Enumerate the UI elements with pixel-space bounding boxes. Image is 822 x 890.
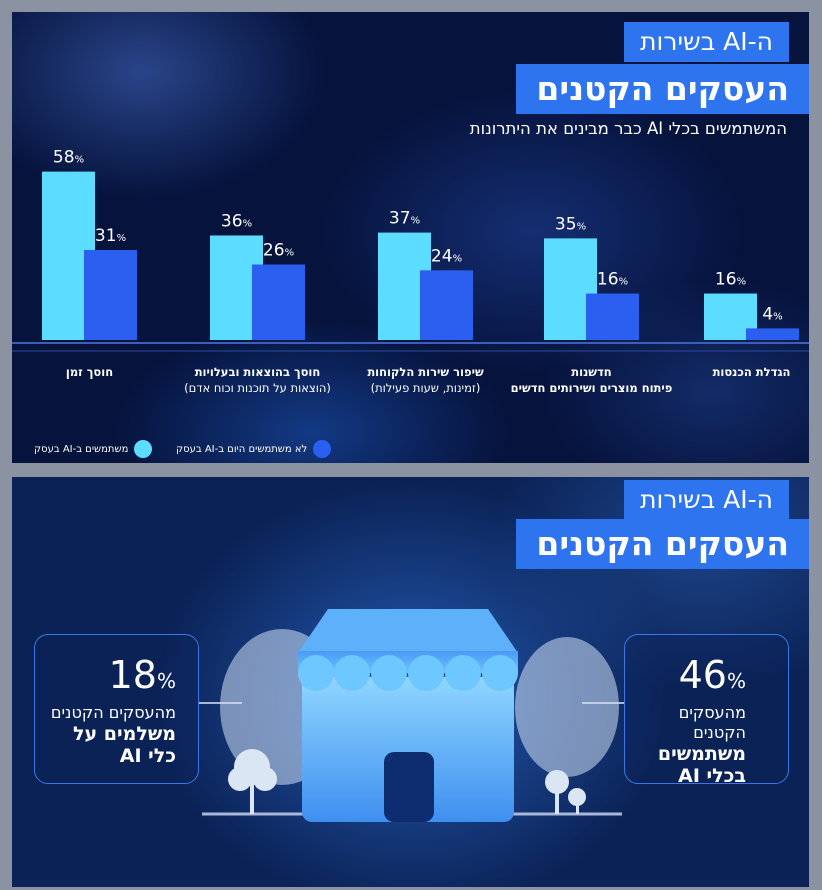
category-label-0: חוסך זמן [12,364,175,380]
bar-value-label: 16% [597,270,628,290]
legend-label-nonusers: לא משתמשים היום ב-AI בעסק [176,443,308,455]
category-label-main: חדשנות [571,365,612,379]
category-label-sub: פיתוח מוצרים ושירותים חדשים [510,381,673,395]
store-illustration [199,609,624,822]
bar-value-label: 36% [221,211,252,231]
stat-using-line3: בכלי AI [678,765,746,787]
legend-label-users: משתמשים ב-AI בעסק [34,443,129,455]
tree-small-right-icon [545,770,586,814]
bar-nonusers-3 [586,293,639,340]
bar-value-label: 31% [95,226,126,246]
tree-small-left-icon [228,749,277,814]
panel-title-small: ה-AI בשירות [624,22,789,62]
bar-value-label: 26% [263,241,294,261]
bar-nonusers-1 [252,264,305,340]
bar-value-label: 35% [555,214,586,234]
panel2-title-big: העסקים הקטנים [516,519,809,569]
category-label-3: חדשנות פיתוח מוצרים ושירותים חדשים [507,364,677,396]
stat-box-paying: 18% מהעסקים הקטנים משלמים על כלי AI [34,634,199,784]
bar-chart: 58% 31% 36% 26% 37% 24% 35% 16% 16% 4% [12,148,809,352]
category-label-main: הגדלת הכנסות [712,365,791,379]
category-label-main: חוסך זמן [65,365,114,379]
stat-paying-value: 18% [108,653,176,697]
stat-box-using: 46% מהעסקים הקטנים משתמשים בכלי AI [624,634,789,787]
store-icon [298,609,518,822]
category-label-1: חוסך בהוצאות ובעלויות (הוצאות על תוכנות ו… [173,364,343,396]
panel-title-big: העסקים הקטנים [516,64,809,114]
category-label-sub: (זמינות, שעות פעילות) [370,381,481,395]
legend-item-nonusers: לא משתמשים היום ב-AI בעסק [176,440,332,458]
bar-nonusers-4 [746,328,799,340]
category-label-4: הגדלת הכנסות [667,364,810,380]
bar-nonusers-2 [420,270,473,340]
bar-value-label: 37% [389,209,420,229]
stat-using-value: 46% [678,653,746,697]
stat-paying-line1: מהעסקים הקטנים [50,703,176,722]
bar-value-label: 24% [431,246,462,266]
bar-value-label: 4% [762,304,782,324]
stat-using-line2: משתמשים [657,743,746,765]
bar-value-label: 16% [715,270,746,290]
category-label-sub: (הוצאות על תוכנות וכוח אדם) [184,381,331,395]
stat-paying-line2: משלמים על [73,723,176,745]
category-label-2: שיפור שירות הלקוחות (זמינות, שעות פעילות) [341,364,511,396]
panel2-title-small: ה-AI בשירות [624,480,789,520]
stat-using-line1: מהעסקים הקטנים [678,703,746,742]
chart-subtitle: המשתמשים בכלי AI כבר מבינים את היתרונות [469,119,787,138]
tree-big-right-icon [515,637,619,777]
chart-panel: ה-AI בשירות העסקים הקטנים המשתמשים בכלי … [12,12,809,463]
legend-swatch-nonusers [313,440,332,458]
category-label-main: חוסך בהוצאות ובעלויות [194,365,321,379]
legend-item-users: משתמשים ב-AI בעסק [34,440,153,458]
bar-value-label: 58% [53,148,84,168]
category-label-main: שיפור שירות הלקוחות [367,365,484,379]
stat-paying-line3: כלי AI [119,745,176,767]
legend-swatch-users [134,440,153,458]
infographic-panel: ה-AI בשירות העסקים הקטנים [12,477,809,887]
bar-nonusers-0 [84,250,137,340]
